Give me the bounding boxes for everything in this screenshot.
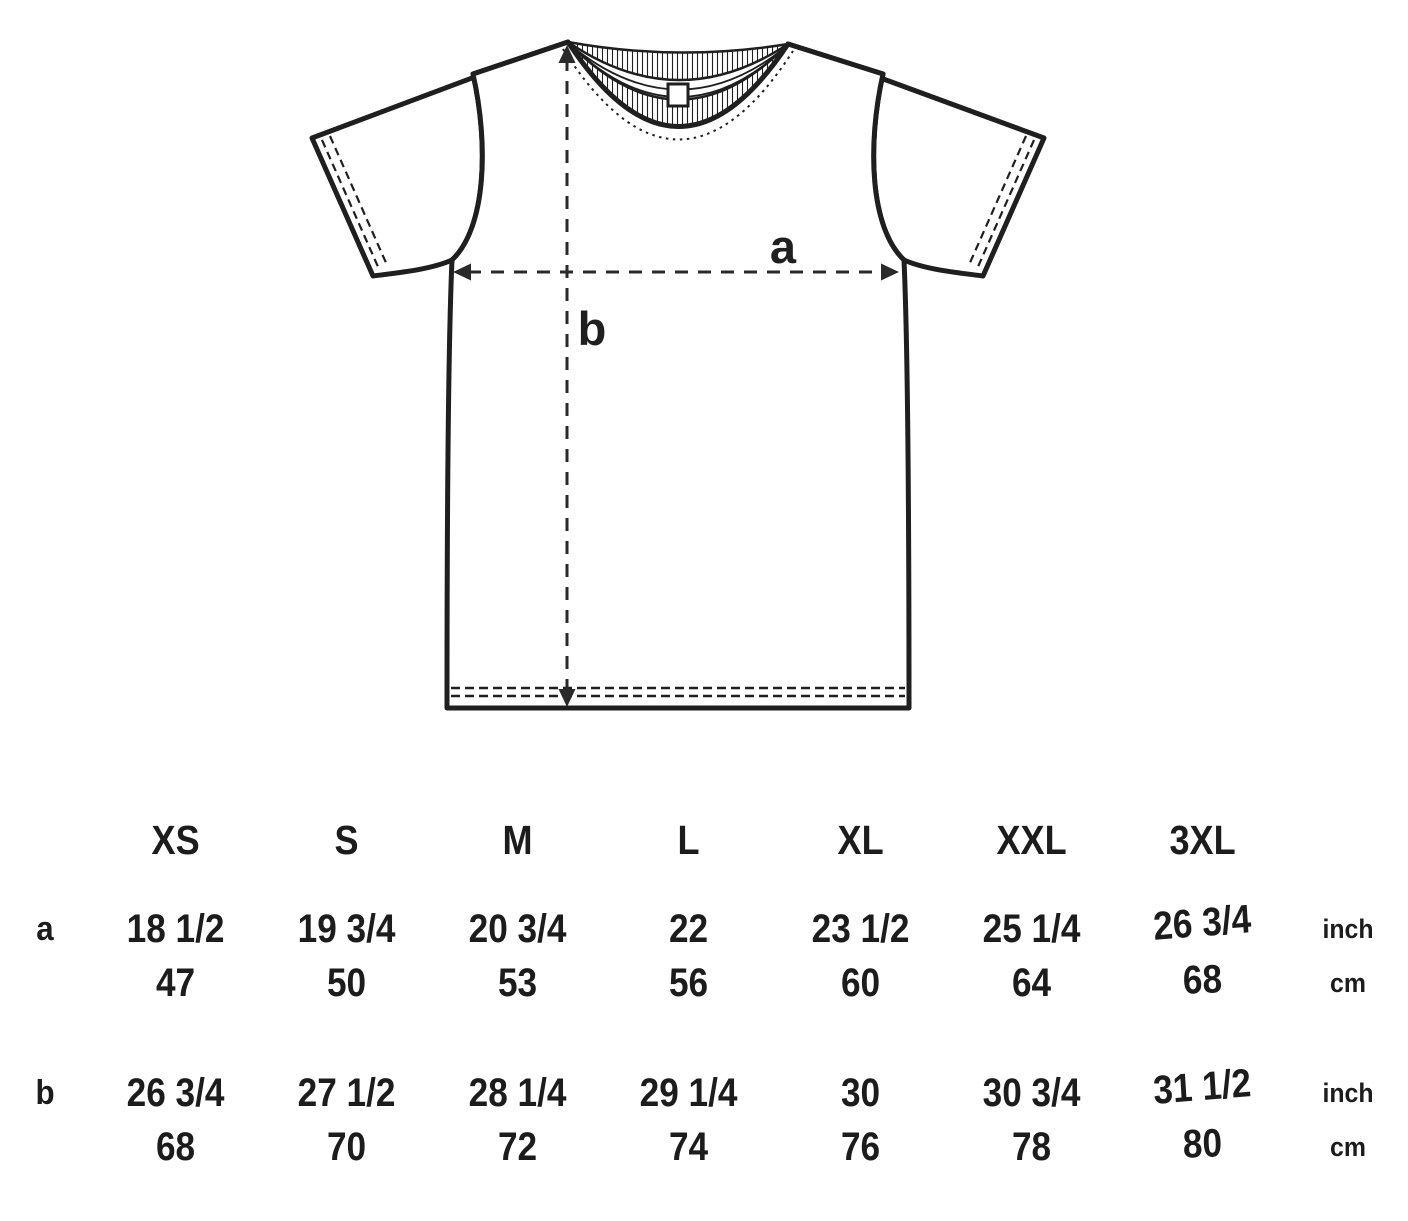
arrowhead-right (881, 263, 899, 281)
measurement-value: 25 1/4 (982, 906, 1081, 951)
row-b-cm: 68 70 72 74 76 78 80 cm (0, 1120, 1408, 1174)
spacer (0, 868, 1408, 902)
measurement-value: 23 1/2 (811, 906, 910, 951)
measurement-value: 30 3/4 (982, 1070, 1081, 1115)
measurement-value: 76 (840, 1124, 880, 1169)
tshirt-svg: a b (309, 39, 1047, 711)
collar (562, 40, 794, 141)
unit-label-inch: inch (1322, 913, 1374, 944)
unit-label-cm: cm (1330, 1131, 1366, 1162)
row-b-inch: b 26 3/4 27 1/2 28 1/4 29 1/4 30 30 3/4 … (0, 1061, 1408, 1120)
hem-stitching (451, 686, 905, 698)
spacer (0, 1010, 1408, 1066)
row-a-cm: 47 50 53 56 60 64 68 cm (0, 956, 1408, 1010)
size-table: XS S M L XL XXL 3XL a 18 1/2 19 3/4 20 3… (0, 760, 1408, 1174)
arrowhead-down (558, 689, 576, 707)
size-header-xs: XS (151, 816, 200, 863)
size-header-xxl: XXL (996, 816, 1067, 863)
measurement-value: 27 1/2 (297, 1070, 396, 1115)
arrowhead-up (558, 45, 576, 63)
length-label: b (578, 302, 607, 355)
measurement-value: 18 1/2 (126, 906, 225, 951)
measurement-value: 50 (327, 960, 367, 1005)
measurement-value: 26 3/4 (1151, 896, 1253, 949)
measurement-value: 80 (1182, 1120, 1223, 1167)
measurement-value: 56 (669, 960, 709, 1005)
size-header-3xl: 3XL (1169, 816, 1236, 863)
measurement-value: 72 (498, 1124, 538, 1169)
measurement-value: 68 (155, 1124, 196, 1169)
length-measure-line: b (558, 45, 607, 707)
measurement-value: 70 (327, 1124, 367, 1169)
measurement-value: 28 1/4 (468, 1070, 567, 1115)
size-header-l: L (677, 816, 701, 863)
size-header-row: XS S M L XL XXL 3XL (0, 812, 1408, 868)
right-cuff-stitching (967, 135, 1036, 270)
measurement-value: 20 3/4 (468, 906, 567, 951)
size-header-xl: XL (837, 816, 884, 863)
neck-label (666, 82, 690, 108)
measurement-value: 30 (840, 1070, 880, 1115)
size-header-s: S (334, 816, 359, 863)
measurement-value: 22 (669, 906, 709, 951)
shirt-body (444, 39, 912, 711)
row-label-a: a (36, 909, 54, 948)
measurement-value: 47 (155, 960, 196, 1005)
measurement-value: 68 (1182, 956, 1223, 1003)
measurement-value: 19 3/4 (297, 906, 396, 951)
left-cuff-stitching (320, 135, 389, 270)
unit-label-cm: cm (1330, 967, 1366, 998)
width-measure-line: a (453, 220, 899, 281)
measurement-value: 74 (669, 1124, 709, 1169)
measurement-value: 53 (498, 960, 538, 1005)
measurement-value: 78 (1011, 1124, 1051, 1169)
row-label-b: b (35, 1073, 55, 1112)
size-header-m: M (502, 816, 533, 863)
measurement-value: 26 3/4 (126, 1070, 225, 1115)
measurement-value: 60 (840, 960, 880, 1005)
tshirt-diagram: a b (309, 39, 1047, 711)
row-a-inch: a 18 1/2 19 3/4 20 3/4 22 23 1/2 25 1/4 … (0, 897, 1408, 956)
width-label: a (770, 220, 797, 273)
arrowhead-left (453, 263, 471, 281)
measurement-value: 29 1/4 (640, 1070, 738, 1115)
measurement-value: 31 1/2 (1151, 1060, 1253, 1113)
unit-label-inch: inch (1322, 1077, 1374, 1108)
measurement-value: 64 (1011, 960, 1051, 1005)
